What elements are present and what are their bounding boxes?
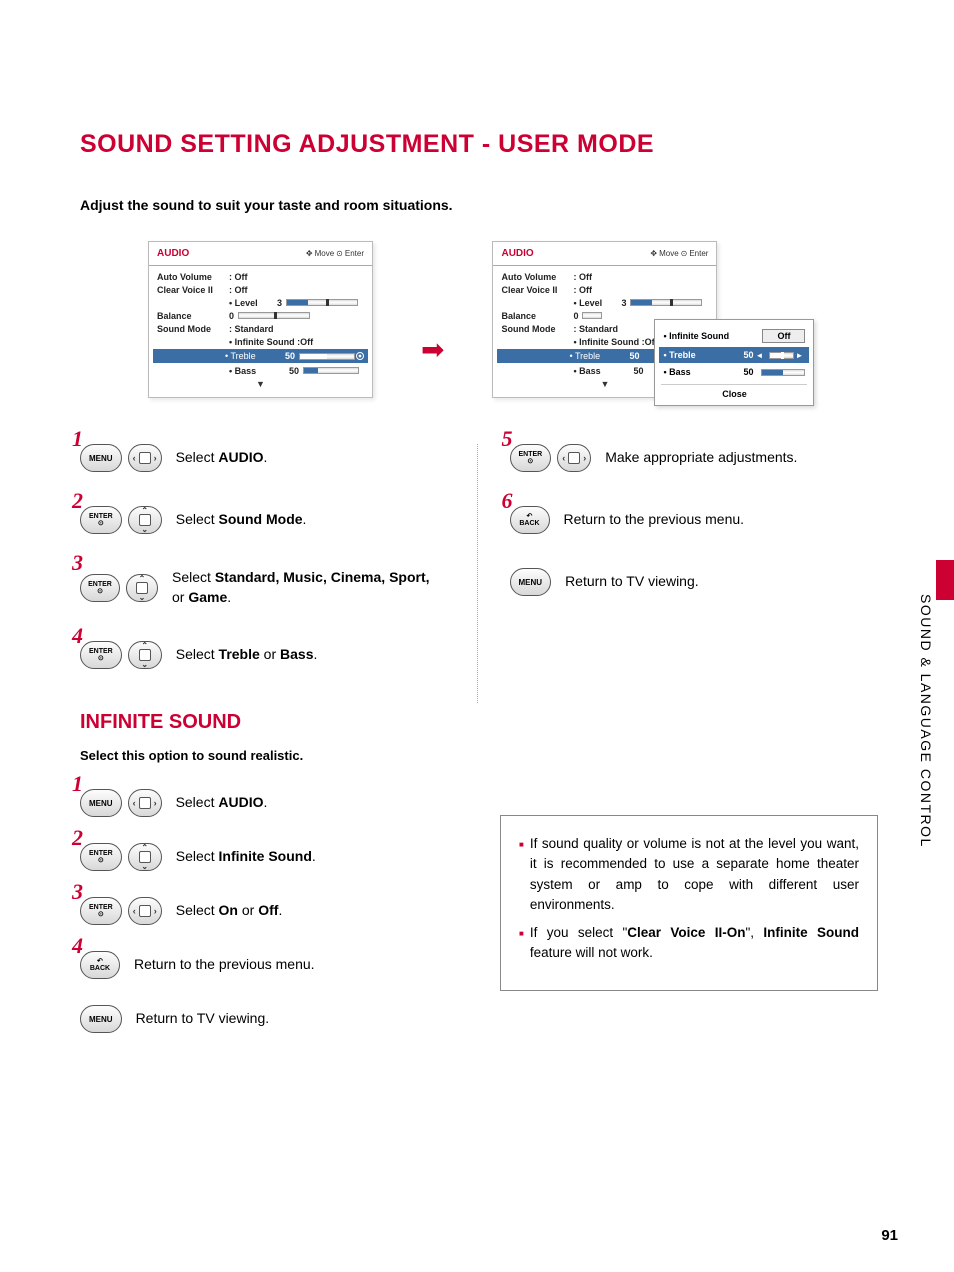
step-text: Return to TV viewing. [136,1009,270,1029]
back-button[interactable]: ↶BACK [510,506,550,534]
menu-button[interactable]: MENU [80,789,122,817]
osd-nav-hint: ✥Move ⊙Enter [306,249,364,258]
note-text: If sound quality or volume is not at the… [530,834,859,915]
auto-volume-value: : Off [229,272,248,282]
step-number: 4 [72,623,83,649]
nav-cross-button[interactable]: ‹› [128,789,162,817]
popup-bass-value: 50 [743,367,753,377]
popup-treble-highlighted: • Treble 50 ◄ ► [659,347,809,363]
notes-box: If sound quality or volume is not at the… [500,815,878,991]
step-number: 3 [72,550,83,576]
step-number: 1 [72,426,83,452]
steps-section-b: 1 MENU ‹› Select AUDIO. 2 ENTER⊙ ⌃⌄ Sele… [80,789,470,1059]
balance-label: Balance [157,311,229,321]
step-text: Select Treble or Bass. [176,645,318,665]
osd-row: AUDIO ✥Move ⊙Enter Auto Volume: Off Clea… [148,241,874,398]
popup-infinite-value: Off [762,329,805,343]
radio-icon [356,352,364,360]
enter-button[interactable]: ENTER⊙ [80,506,122,534]
menu-button[interactable]: MENU [510,568,552,596]
nav-cross-button[interactable]: ⌃⌄ [126,574,158,602]
osd-nav-hint-2: ✥Move ⊙Enter [650,249,708,258]
osd-title-2: AUDIO [501,248,533,259]
step-number: 6 [502,488,513,514]
step-text: Select Sound Mode. [176,510,307,530]
enter-button[interactable]: ENTER⊙ [80,574,120,602]
nav-cross-button[interactable]: ⌃⌄ [128,506,162,534]
sound-mode-label: Sound Mode [157,324,229,334]
popup-close-button[interactable]: Close [661,384,807,399]
step-number: 5 [502,426,513,452]
treble-row-highlighted: • Treble 50 [153,349,368,363]
page-subtitle: Adjust the sound to suit your taste and … [80,197,874,213]
step-text: Return to the previous menu. [134,955,315,975]
step-text: Select Infinite Sound. [176,847,316,867]
step-text: Select Standard, Music, Cinema, Sport, o… [172,568,445,607]
menu-button[interactable]: MENU [80,444,122,472]
enter-button[interactable]: ENTER⊙ [80,641,122,669]
nav-cross-button[interactable]: ‹› [557,444,591,472]
steps-section-a: 1 MENU ‹› Select AUDIO. 2 ENTER⊙ ⌃⌄ Sele… [80,444,874,703]
enter-button[interactable]: ENTER⊙ [80,843,122,871]
popup-infinite-label: • Infinite Sound [663,331,743,341]
balance-slider [238,312,310,319]
step-number: 3 [72,879,83,905]
down-arrow-icon: ▼ [157,377,364,389]
osd-title: AUDIO [157,248,189,259]
osd-panel-left: AUDIO ✥Move ⊙Enter Auto Volume: Off Clea… [148,241,373,398]
nav-cross-button[interactable]: ‹› [128,444,162,472]
level-label: • Level [229,298,277,308]
section-title-infinite: INFINITE SOUND [80,711,874,734]
step-text: Make appropriate adjustments. [605,448,797,468]
menu-button[interactable]: MENU [80,1005,122,1033]
level-slider [286,299,358,306]
clear-voice-label: Clear Voice II [157,285,229,295]
enter-button[interactable]: ENTER⊙ [510,444,552,472]
treble-popup: • Infinite Sound Off • Treble 50 ◄ ► • Ba… [654,319,814,406]
nav-cross-button[interactable]: ‹› [128,897,162,925]
nav-cross-button[interactable]: ⌃⌄ [128,641,162,669]
infinite-sound-label: • Infinite Sound :Off [229,337,313,347]
arrow-right-icon: ➡ [421,333,444,366]
step-text: Select On or Off. [176,901,283,921]
popup-bass-label: • Bass [663,367,743,377]
bass-slider [303,367,359,374]
step-number: 4 [72,933,83,959]
enter-button[interactable]: ENTER⊙ [80,897,122,925]
step-number: 2 [72,488,83,514]
level-value: 3 [277,298,282,308]
auto-volume-label: Auto Volume [157,272,229,282]
step-text: Select AUDIO. [176,448,268,468]
page-title: SOUND SETTING ADJUSTMENT - USER MODE [80,130,874,159]
bass-label: • Bass [229,366,289,376]
step-number: 2 [72,825,83,851]
balance-value: 0 [229,311,234,321]
clear-voice-value: : Off [229,285,248,295]
step-text: Select AUDIO. [176,793,268,813]
note-text: If you select "Clear Voice II-On", Infin… [530,923,859,964]
step-number: 1 [72,771,83,797]
nav-cross-button[interactable]: ⌃⌄ [128,843,162,871]
osd-panel-right-wrap: AUDIO ✥Move ⊙Enter Auto Volume: Off Clea… [492,241,717,398]
step-text: Return to the previous menu. [564,510,745,530]
step-text: Return to TV viewing. [565,572,699,592]
page-number: 91 [881,1227,898,1244]
back-button[interactable]: ↶BACK [80,951,120,979]
sound-mode-value: : Standard [229,324,274,334]
section-subtitle-infinite: Select this option to sound realistic. [80,748,874,763]
bass-value: 50 [289,366,299,376]
